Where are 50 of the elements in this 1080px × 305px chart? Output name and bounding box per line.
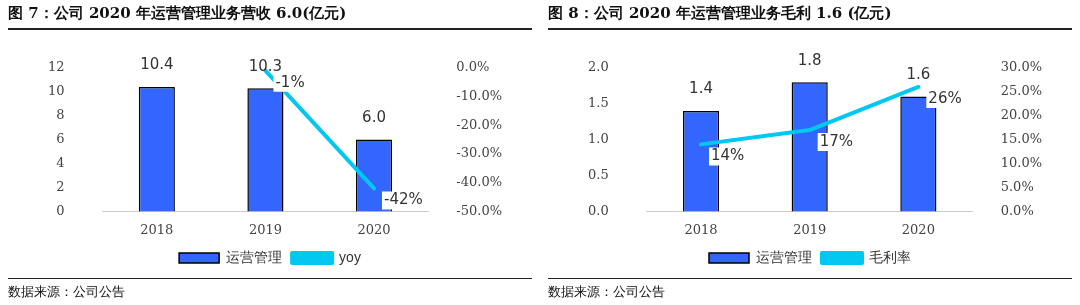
legend-label: yoy — [339, 248, 361, 265]
y2-tick-label: -50.0% — [456, 202, 503, 218]
y2-tick-label: 5.0% — [1000, 178, 1034, 194]
x-tick-label: 2018 — [684, 221, 718, 237]
x-tick-label: 2020 — [901, 221, 935, 237]
data-label: 17% — [819, 131, 854, 150]
legend-label: 运营管理 — [226, 248, 283, 265]
x-tick-label: 2018 — [140, 221, 174, 237]
y-tick-label: 12 — [48, 59, 65, 75]
x-tick-label: 2019 — [248, 221, 282, 237]
x-tick-label: 2020 — [357, 221, 391, 237]
data-label: 6.0 — [362, 107, 386, 126]
legend-label: 运营管理 — [756, 248, 812, 265]
y-tick-label: 10 — [48, 83, 65, 99]
y-tick-label: 2.0 — [587, 59, 609, 75]
y2-tick-label: 10.0% — [1000, 154, 1043, 170]
y-tick-label: 8 — [56, 107, 65, 123]
y-tick-label: 1.0 — [587, 130, 609, 146]
y-tick-label: 0.0 — [587, 202, 609, 218]
data-label: 1.4 — [689, 79, 713, 98]
y2-tick-label: 0.0% — [1000, 202, 1034, 218]
y2-tick-label: -20.0% — [456, 116, 503, 132]
y-tick-label: 2 — [56, 178, 65, 194]
data-label: 26% — [928, 88, 962, 107]
data-label: -42% — [384, 190, 423, 209]
y2-tick-label: 15.0% — [1000, 130, 1043, 146]
data-label: 10.4 — [140, 55, 174, 74]
data-label: 1.8 — [797, 50, 822, 69]
chart-title: 图 8：公司 2020 年运营管理业务毛利 1.6 (亿元) — [548, 0, 1072, 30]
data-label: 14% — [711, 146, 745, 165]
y2-tick-label: 30.0% — [1000, 59, 1043, 75]
y2-tick-label: 25.0% — [1000, 83, 1043, 99]
y2-tick-label: -40.0% — [456, 174, 503, 190]
y2-tick-label: -30.0% — [456, 145, 503, 161]
y2-tick-label: -10.0% — [456, 87, 503, 103]
data-label: -1% — [275, 72, 305, 91]
data-label: 10.3 — [248, 56, 283, 75]
source-note: 数据来源：公司公告 — [8, 278, 532, 305]
y-tick-label: 0.5 — [587, 166, 609, 182]
data-label: 1.6 — [906, 64, 931, 83]
y-tick-label: 4 — [56, 154, 65, 170]
y2-tick-label: 0.0% — [456, 59, 490, 75]
y-tick-label: 1.5 — [587, 95, 609, 111]
y-tick-label: 6 — [56, 130, 65, 146]
chart-title: 图 7：公司 2020 年运营管理业务营收 6.0(亿元) — [8, 0, 532, 30]
legend-label: 毛利率 — [869, 248, 911, 265]
source-note: 数据来源：公司公告 — [548, 278, 1072, 305]
y2-tick-label: 20.0% — [1000, 107, 1043, 123]
x-tick-label: 2019 — [793, 221, 827, 237]
y-tick-label: 0 — [56, 202, 65, 218]
